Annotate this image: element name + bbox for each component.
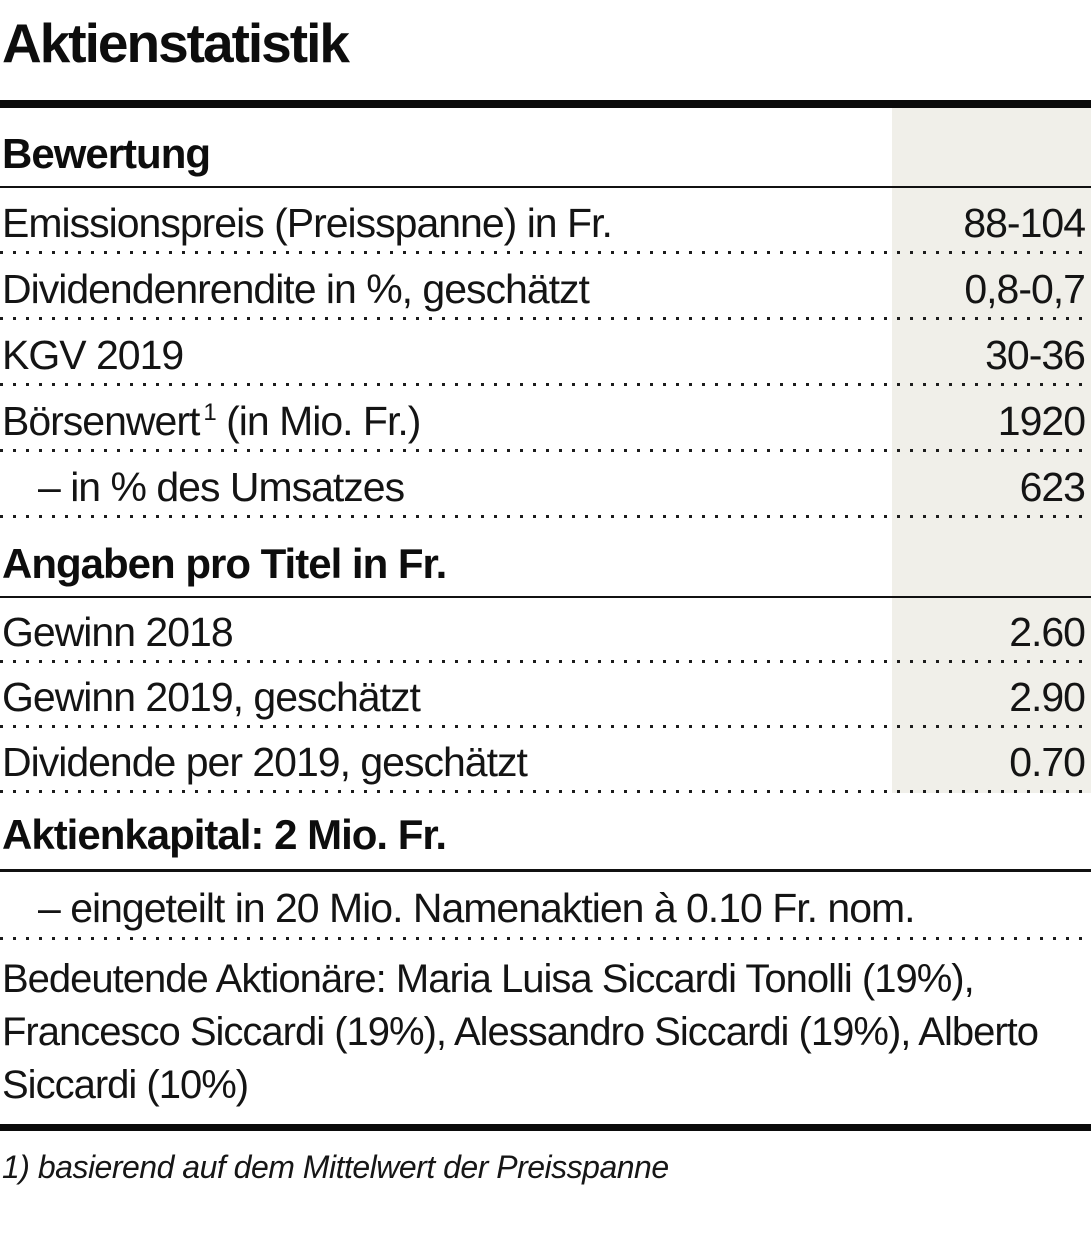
row-label: Emissionspreis (Preisspanne) in Fr. bbox=[2, 199, 613, 246]
capital-detail-row: – eingeteilt in 20 Mio. Namenaktien à 0.… bbox=[0, 872, 1091, 940]
bottom-thick-rule bbox=[0, 1124, 1091, 1131]
footnote-text: 1) basierend auf dem Mittelwert der Prei… bbox=[2, 1149, 669, 1185]
row-value: 623 bbox=[1019, 463, 1086, 510]
row-value: 0,8-0,7 bbox=[964, 265, 1086, 312]
valuation-table: Bewertung Emissionspreis (Preisspanne) i… bbox=[0, 108, 1091, 793]
row-label: Gewinn 2019, geschätzt bbox=[2, 674, 421, 720]
row-label: Gewinn 2018 bbox=[2, 609, 234, 655]
row-value: 0.70 bbox=[1009, 739, 1086, 785]
section-heading-angaben-pro-titel: Angaben pro Titel in Fr. bbox=[0, 518, 1091, 598]
row-label: Dividende per 2019, geschätzt bbox=[2, 739, 528, 785]
row-value: 1920 bbox=[997, 397, 1086, 444]
table-row: Emissionspreis (Preisspanne) in Fr. 88-1… bbox=[0, 188, 1091, 254]
row-label: Dividendenrendite in %, geschätzt bbox=[2, 265, 590, 312]
table-row: Dividende per 2019, geschätzt 0.70 bbox=[0, 728, 1091, 793]
row-label: KGV 2019 bbox=[2, 331, 184, 378]
row-label-text: Börsenwert bbox=[2, 397, 200, 444]
table-row: KGV 2019 30-36 bbox=[0, 320, 1091, 386]
section-heading-bewertung: Bewertung bbox=[0, 108, 1091, 188]
row-value: 2.90 bbox=[1009, 674, 1086, 720]
row-value: 88-104 bbox=[963, 199, 1086, 246]
top-thick-rule bbox=[0, 100, 1091, 108]
table-row: Gewinn 2019, geschätzt 2.90 bbox=[0, 663, 1091, 728]
table-row: Börsenwert 1 (in Mio. Fr.) 1920 bbox=[0, 386, 1091, 452]
table-row: Dividendenrendite in %, geschätzt 0,8-0,… bbox=[0, 254, 1091, 320]
table-row: – in % des Umsatzes 623 bbox=[0, 452, 1091, 518]
page-title: Aktienstatistik bbox=[2, 12, 350, 74]
row-value: 30-36 bbox=[985, 331, 1086, 378]
footnote-reference: 1 bbox=[203, 398, 216, 426]
section-heading-aktienkapital: Aktienkapital: 2 Mio. Fr. bbox=[0, 793, 1091, 872]
shareholders-paragraph: Bedeutende Aktionäre: Maria Luisa Siccar… bbox=[2, 957, 1039, 1107]
row-label-text: (in Mio. Fr.) bbox=[215, 397, 421, 444]
table-row: Gewinn 2018 2.60 bbox=[0, 598, 1091, 663]
row-label: – in % des Umsatzes bbox=[38, 463, 405, 510]
row-value: 2.60 bbox=[1009, 609, 1086, 655]
row-label: Börsenwert 1 (in Mio. Fr.) bbox=[2, 398, 998, 445]
